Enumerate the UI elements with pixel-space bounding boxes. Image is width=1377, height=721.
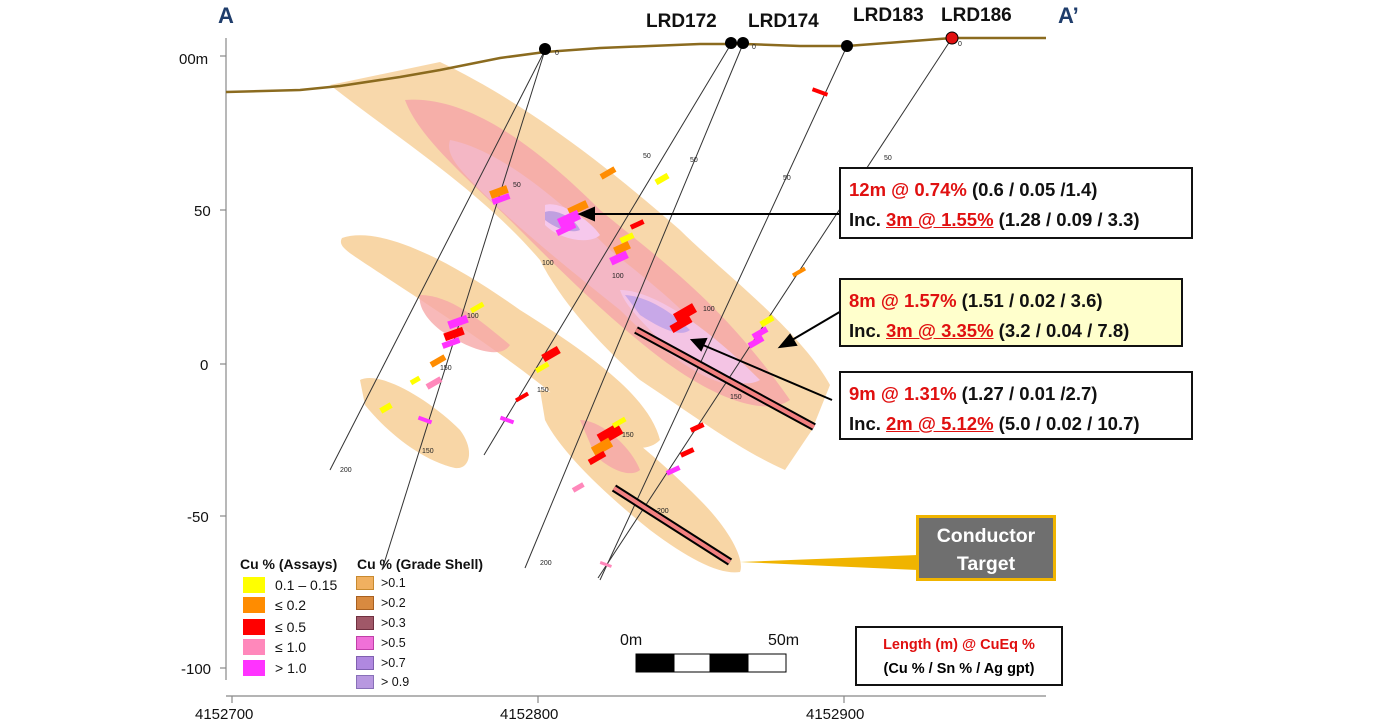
shell-purple-b: [625, 295, 690, 333]
x-tick-0: 4152700: [195, 706, 253, 721]
annotation-line-1: 8m @ 1.57% (1.51 / 0.02 / 3.6): [849, 290, 1103, 311]
scale-start-label: 0m: [620, 632, 642, 649]
depth-tick: 150: [622, 432, 634, 439]
x-tick-1: 4152800: [500, 706, 558, 721]
drill-traces: [329, 37, 953, 581]
trace-zero: 0: [555, 50, 559, 57]
legend-swatch: [243, 660, 265, 676]
legend-assay-item: ≤ 1.0: [243, 639, 306, 655]
legend-swatch: [356, 596, 374, 610]
drill-trace-5: [599, 45, 848, 581]
annotation-line-2: Inc. 2m @ 5.12% (5.0 / 0.02 / 10.7): [849, 413, 1140, 434]
legend-swatch: [243, 619, 265, 635]
axis-frame: [220, 38, 1046, 703]
conductor-line-1: Conductor: [936, 525, 1036, 547]
depth-tick: 100: [612, 273, 624, 280]
legend-assay-item: > 1.0: [243, 660, 307, 676]
depth-tick: 150: [537, 387, 549, 394]
legend-shell-item: > 0.9: [356, 675, 409, 689]
legend-shell-item: >0.3: [356, 616, 406, 630]
conductor-target-label: Conductor Target: [916, 515, 1056, 581]
hole-label-lrd183: LRD183: [853, 5, 924, 26]
collar-lrd183: [841, 40, 853, 52]
arrows: [577, 206, 918, 570]
scale-end-label: 50m: [768, 632, 799, 649]
depth-tick: 200: [657, 508, 669, 515]
depth-tick: 100: [703, 306, 715, 313]
collar-lrd186: [945, 31, 959, 45]
depth-tick: 200: [540, 560, 552, 567]
trace-zero: 0: [958, 41, 962, 48]
depth-tick: 150: [440, 365, 452, 372]
scale-bar: [635, 653, 787, 673]
units-key-line-1: Length (m) @ CuEq %: [883, 637, 1035, 653]
annotation-box-upper: 12m @ 0.74% (0.6 / 0.05 /1.4) Inc. 3m @ …: [839, 167, 1193, 239]
depth-tick: 50: [643, 153, 651, 160]
annotation-box-lower: 9m @ 1.31% (1.27 / 0.01 /2.7) Inc. 2m @ …: [839, 371, 1193, 440]
y-tick-4: -100: [181, 661, 211, 678]
hole-label-lrd172: LRD172: [646, 11, 717, 32]
collars: [539, 31, 959, 55]
shell-small-left: [360, 378, 470, 469]
y-tick-3: -50: [187, 509, 209, 526]
depth-tick: 50: [690, 157, 698, 164]
legend-swatch: [243, 597, 265, 613]
annotation-line-1: 12m @ 0.74% (0.6 / 0.05 /1.4): [849, 179, 1098, 200]
hole-label-lrd174: LRD174: [748, 11, 819, 32]
drill-trace-4: [524, 43, 744, 569]
units-key-line-2: (Cu % / Sn % / Ag gpt): [883, 661, 1035, 677]
legend-swatch: [243, 639, 265, 655]
section-label-right: A’: [1058, 3, 1079, 28]
depth-tick: 50: [513, 182, 521, 189]
y-tick-0: 00m: [179, 51, 208, 68]
legend-shell-item: >0.5: [356, 636, 406, 650]
legend-shell-item: >0.2: [356, 596, 406, 610]
depth-tick: 100: [542, 260, 554, 267]
units-key: Length (m) @ CuEq % (Cu % / Sn % / Ag gp…: [855, 626, 1063, 686]
legend-assay-item: ≤ 0.2: [243, 597, 306, 613]
depth-tick: 150: [422, 448, 434, 455]
legend-assay-item: ≤ 0.5: [243, 619, 306, 635]
collar-1: [539, 43, 551, 55]
legend-swatch: [356, 616, 374, 630]
annotation-line-2: Inc. 3m @ 3.35% (3.2 / 0.04 / 7.8): [849, 320, 1130, 341]
legend-swatch: [356, 656, 374, 670]
assay-intervals: [379, 87, 829, 568]
annotation-line-1: 9m @ 1.31% (1.27 / 0.01 /2.7): [849, 383, 1098, 404]
annotation-box-middle: 8m @ 1.57% (1.51 / 0.02 / 3.6) Inc. 3m @…: [839, 278, 1183, 347]
legend-swatch: [356, 636, 374, 650]
collar-lrd172: [725, 37, 737, 49]
hole-label-lrd186: LRD186: [941, 5, 1012, 26]
conductor-pointer: [740, 555, 918, 570]
depth-tick: 200: [340, 467, 352, 474]
topography-line: [225, 36, 1046, 94]
depth-tick: 100: [467, 313, 479, 320]
drill-trace-6: [597, 37, 953, 579]
legend-shell-item: >0.7: [356, 656, 406, 670]
depth-tick: 50: [783, 175, 791, 182]
legend-swatch: [243, 577, 265, 593]
collar-lrd174: [737, 37, 749, 49]
legend-swatch: [356, 675, 374, 689]
section-label-left: A: [218, 3, 234, 28]
depth-tick: 50: [884, 155, 892, 162]
drill-trace-1: [381, 49, 546, 571]
depth-tick: 150: [730, 394, 742, 401]
conductor-line-2: Target: [956, 553, 1016, 575]
trace-zero: 0: [752, 44, 756, 51]
y-tick-1: 50: [194, 203, 211, 220]
legend-swatch: [356, 576, 374, 590]
y-tick-2: 0: [200, 357, 208, 374]
legend-assay-item: 0.1 – 0.15: [243, 577, 337, 593]
conductor-bars: [611, 326, 816, 566]
legend-assays-title: Cu % (Assays): [240, 556, 338, 572]
x-tick-2: 4152900: [806, 706, 864, 721]
annotation-line-2: Inc. 3m @ 1.55% (1.28 / 0.09 / 3.3): [849, 209, 1140, 230]
legend-shell-item: >0.1: [356, 576, 406, 590]
drill-trace-2: [329, 49, 546, 471]
legend-shell-title: Cu % (Grade Shell): [357, 556, 484, 572]
drill-trace-3: [483, 43, 732, 456]
